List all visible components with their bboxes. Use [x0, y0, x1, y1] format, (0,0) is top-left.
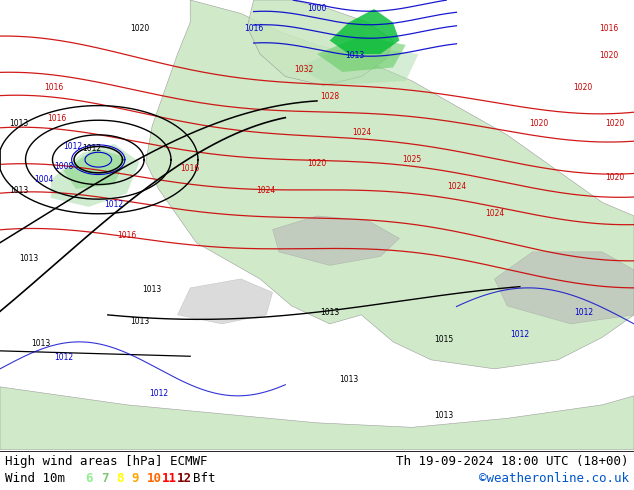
Polygon shape	[51, 144, 139, 207]
Text: 1016: 1016	[181, 164, 200, 173]
Polygon shape	[146, 0, 634, 369]
Text: 1025: 1025	[403, 155, 422, 164]
Text: 1013: 1013	[32, 340, 51, 348]
Text: 8: 8	[116, 472, 124, 485]
Text: 1013: 1013	[320, 308, 339, 317]
Text: 7: 7	[101, 472, 108, 485]
Text: 1013: 1013	[10, 119, 29, 128]
Text: 1016: 1016	[244, 24, 263, 33]
Polygon shape	[63, 148, 127, 189]
Text: 1013: 1013	[346, 51, 365, 60]
Text: 1012: 1012	[574, 308, 593, 317]
Text: 1032: 1032	[295, 65, 314, 74]
Polygon shape	[317, 36, 406, 72]
Polygon shape	[0, 387, 634, 450]
Text: 1024: 1024	[447, 182, 466, 191]
Polygon shape	[330, 9, 399, 54]
Polygon shape	[273, 216, 399, 266]
Polygon shape	[178, 279, 273, 324]
Text: 1013: 1013	[19, 254, 38, 263]
Text: 10: 10	[146, 472, 162, 485]
Polygon shape	[495, 252, 634, 324]
Text: 1012: 1012	[510, 330, 529, 340]
Text: 1012: 1012	[63, 142, 82, 151]
Text: 1008: 1008	[54, 162, 73, 171]
Text: 1015: 1015	[434, 335, 453, 344]
Polygon shape	[247, 0, 393, 85]
Text: 1012: 1012	[82, 144, 101, 153]
Text: 1020: 1020	[307, 159, 327, 169]
Text: 1012: 1012	[54, 353, 73, 362]
Text: 1020: 1020	[605, 173, 624, 182]
Text: 1016: 1016	[117, 231, 136, 241]
Text: 1024: 1024	[352, 128, 371, 137]
Text: 1016: 1016	[44, 83, 63, 92]
Text: 1016: 1016	[599, 24, 618, 33]
Text: 1013: 1013	[10, 186, 29, 196]
Text: 1013: 1013	[143, 285, 162, 294]
Text: 1013: 1013	[130, 317, 149, 326]
Text: 9: 9	[131, 472, 139, 485]
Text: ©weatheronline.co.uk: ©weatheronline.co.uk	[479, 472, 629, 485]
Text: 1020: 1020	[599, 51, 618, 60]
Text: 12: 12	[177, 472, 192, 485]
Text: 1020: 1020	[529, 119, 548, 128]
Text: Th 19-09-2024 18:00 UTC (18+00): Th 19-09-2024 18:00 UTC (18+00)	[396, 455, 629, 467]
Text: 11: 11	[162, 472, 177, 485]
Text: Wind 10m: Wind 10m	[5, 472, 65, 485]
Text: 1016: 1016	[48, 115, 67, 123]
Text: 1000: 1000	[307, 4, 327, 13]
Text: 1004: 1004	[35, 175, 54, 184]
Text: 1013: 1013	[434, 411, 453, 420]
Text: 1012: 1012	[105, 200, 124, 209]
Text: Bft: Bft	[193, 472, 216, 485]
Text: 1020: 1020	[574, 83, 593, 92]
Text: 1028: 1028	[320, 92, 339, 101]
Text: 1024: 1024	[257, 186, 276, 196]
Text: 6: 6	[86, 472, 93, 485]
Text: 1013: 1013	[339, 375, 358, 384]
Text: High wind areas [hPa] ECMWF: High wind areas [hPa] ECMWF	[5, 455, 207, 467]
Polygon shape	[298, 45, 418, 85]
Text: 1020: 1020	[130, 24, 149, 33]
Text: 1012: 1012	[149, 389, 168, 398]
Text: 1020: 1020	[605, 119, 624, 128]
Text: 1024: 1024	[485, 209, 504, 218]
